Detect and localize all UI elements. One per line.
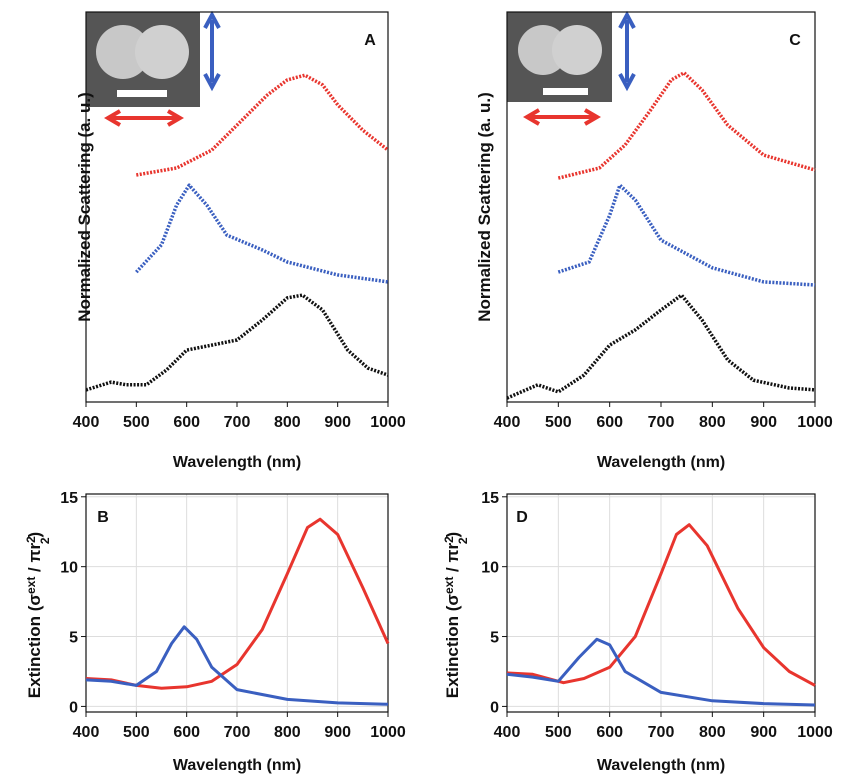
y-axis-label-part: / πr (443, 542, 462, 576)
data-line (557, 183, 816, 287)
y-tick-label: 10 (60, 560, 78, 577)
panel-label: B (97, 509, 109, 526)
data-line (85, 293, 389, 392)
data-line (506, 523, 816, 687)
y-axis-label-part: 2 (442, 536, 456, 543)
y-axis-label-part: Normalized Scattering (a. u.) (75, 92, 94, 322)
panel-label: D (516, 509, 528, 526)
y-axis-label: Extinction (σext / πr22) (442, 532, 470, 698)
x-axis-label: Wavelength (nm) (597, 454, 725, 471)
x-tick-label: 1000 (370, 724, 406, 741)
x-tick-label: 500 (545, 724, 572, 741)
y-tick-label: 10 (481, 560, 499, 577)
y-axis-label-part: Extinction (σ (443, 594, 462, 699)
y-axis-label-part: Extinction (σ (25, 594, 44, 699)
panel: 400 500 600 700 800 900 1000 Wavelength (nm) Nor… (73, 11, 406, 471)
scale-bar (543, 88, 588, 95)
data-line (85, 517, 390, 690)
x-tick-label: 900 (324, 414, 351, 431)
x-tick-label: 800 (274, 724, 301, 741)
x-tick-label: 700 (224, 414, 251, 431)
x-tick-label: 600 (173, 724, 200, 741)
x-tick-label: 600 (596, 414, 623, 431)
panel: 400 500 600 700 800 900 1000 0 5 10 15 Wavelength (… (24, 490, 406, 774)
y-tick-label: 15 (481, 490, 499, 507)
x-tick-label: 600 (596, 724, 623, 741)
plot-frame (85, 493, 389, 713)
panel-label: A (364, 32, 376, 49)
panel: 400 500 600 700 800 900 1000 Wavelength (nm) Nor… (475, 11, 833, 471)
particle (135, 25, 189, 79)
x-tick-label: 1000 (797, 724, 833, 741)
x-tick-label: 700 (648, 414, 675, 431)
x-axis-label: Wavelength (nm) (173, 454, 301, 471)
y-axis-label: Normalized Scattering (a. u.) (475, 92, 494, 322)
y-axis-label-part: ext (24, 577, 38, 594)
y-axis-label-part: ) (25, 532, 44, 538)
x-axis-label: Wavelength (nm) (597, 757, 725, 774)
y-tick-label: 15 (60, 490, 78, 507)
x-tick-label: 400 (494, 724, 521, 741)
y-tick-label: 5 (69, 630, 78, 647)
inset-c (507, 10, 636, 126)
y-tick-label: 0 (69, 699, 78, 716)
x-tick-label: 1000 (797, 414, 833, 431)
x-tick-label: 500 (123, 724, 150, 741)
arrow (203, 10, 221, 92)
x-tick-label: 500 (545, 414, 572, 431)
data-line (135, 183, 389, 284)
y-axis-label: Extinction (σext / πr22) (24, 532, 52, 698)
data-line (506, 293, 816, 400)
scale-bar (117, 90, 167, 97)
arrow (618, 10, 636, 92)
y-axis-label-part: 2 (456, 537, 470, 544)
x-tick-label: 400 (494, 414, 521, 431)
y-tick-label: 0 (490, 699, 499, 716)
panel: 400 500 600 700 800 900 1000 0 5 10 15 Wavelength (… (442, 490, 833, 774)
particle (96, 25, 150, 79)
x-tick-label: 900 (750, 724, 777, 741)
y-axis-label-part: ext (442, 577, 456, 594)
arrow (523, 108, 601, 126)
plot-frame (506, 493, 816, 713)
x-tick-label: 600 (173, 414, 200, 431)
x-tick-label: 400 (73, 414, 100, 431)
y-tick-label: 5 (490, 630, 499, 647)
inset-a (86, 10, 221, 127)
plot-frame (85, 11, 389, 403)
y-axis-label-part: 2 (24, 536, 38, 543)
y-axis-label-part: ) (443, 532, 462, 538)
x-tick-label: 1000 (370, 414, 406, 431)
arrow (104, 109, 184, 127)
x-tick-label: 700 (224, 724, 251, 741)
y-axis-label-part: / πr (25, 542, 44, 576)
y-axis-label-part: Normalized Scattering (a. u.) (475, 92, 494, 322)
x-tick-label: 800 (699, 724, 726, 741)
particle (552, 25, 602, 75)
plot-frame (506, 11, 816, 403)
data-line (557, 71, 816, 180)
x-tick-label: 800 (274, 414, 301, 431)
x-tick-label: 400 (73, 724, 100, 741)
x-axis-label: Wavelength (nm) (173, 757, 301, 774)
panel-label: C (789, 32, 801, 49)
x-tick-label: 900 (324, 724, 351, 741)
data-line (136, 73, 390, 177)
x-tick-label: 500 (123, 414, 150, 431)
y-axis-label: Normalized Scattering (a. u.) (75, 92, 94, 322)
x-tick-label: 700 (648, 724, 675, 741)
data-line (85, 625, 389, 706)
x-tick-label: 800 (699, 414, 726, 431)
data-line (506, 637, 816, 707)
x-tick-label: 900 (750, 414, 777, 431)
y-axis-label-part: 2 (38, 537, 52, 544)
